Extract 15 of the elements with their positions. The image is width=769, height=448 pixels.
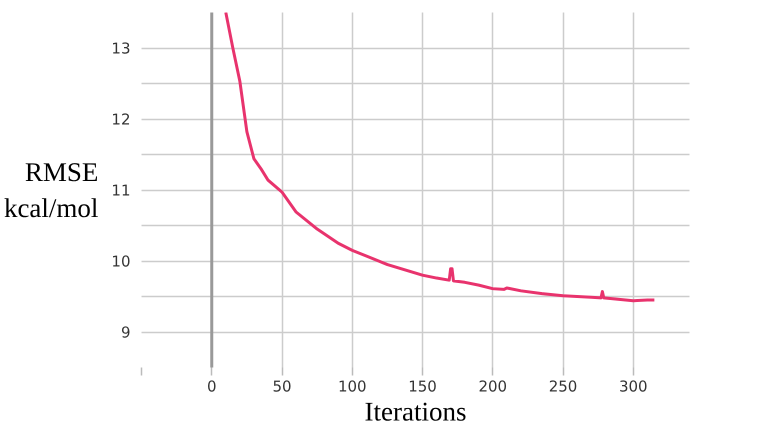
line-series [224,12,656,302]
y-tick-label: 13 [111,40,131,58]
x-tick-label: 50 [272,378,292,396]
x-tick-label: 250 [548,378,578,396]
y-tick-label: 11 [111,182,131,200]
y-tick-label: 12 [111,110,131,128]
y-axis-title: RMSE kcal/mol [4,157,98,223]
y-tick-label: 10 [111,252,131,270]
y-tick-label: 9 [120,324,131,342]
x-axis-title: Iterations [364,396,466,426]
x-tick-label: 200 [478,378,508,396]
x-tick-label: 100 [338,378,367,396]
x-tick-label: 0 [206,378,217,396]
x-tick-label: 300 [618,378,648,396]
x-tick-label: 150 [408,378,437,396]
